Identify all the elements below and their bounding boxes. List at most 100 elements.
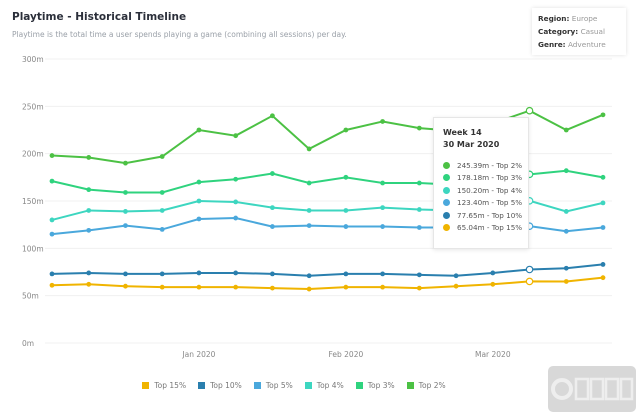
data-point [233, 270, 239, 276]
tooltip-rows: 245.39m - Top 2% 178.18m - Top 3% 150.20m … [434, 159, 528, 234]
tooltip-value: 65.04m - Top 15% [457, 223, 523, 233]
legend-item[interactable]: Top 15% [142, 381, 186, 390]
data-point [233, 199, 239, 205]
legend-item[interactable]: Top 4% [304, 381, 344, 390]
filter-value: Europe [571, 14, 598, 23]
tooltip-row: 178.18m - Top 3% [443, 172, 528, 185]
filter-region: Region: Europe [538, 12, 620, 25]
filter-label: Region: [538, 14, 570, 23]
data-point [233, 176, 239, 182]
data-point [86, 208, 92, 213]
data-point [416, 225, 422, 230]
data-point [453, 273, 459, 279]
data-point [196, 216, 202, 222]
data-point [86, 227, 92, 233]
data-point [196, 284, 202, 290]
data-point [49, 282, 55, 288]
y-tick-label: 200m [22, 150, 44, 159]
data-point [343, 284, 349, 290]
tooltip-value: 178.18m - Top 3% [457, 173, 523, 183]
legend-item[interactable]: Top 5% [253, 381, 293, 390]
data-point [49, 231, 55, 237]
data-point [563, 265, 569, 271]
data-point [49, 217, 55, 223]
filter-label: Genre: [538, 40, 566, 49]
y-tick-label: 250m [22, 102, 44, 111]
chart-subtitle: Playtime is the total time a user spends… [12, 30, 347, 39]
data-point [196, 179, 202, 185]
data-point [86, 155, 92, 160]
y-tick-label: 0m [22, 339, 34, 348]
data-point [306, 208, 312, 213]
y-tick-label: 100m [22, 244, 44, 253]
legend-swatch-icon [355, 382, 363, 389]
legend-swatch-icon [198, 382, 206, 389]
data-point [196, 270, 202, 276]
filter-value: Casual [580, 27, 606, 36]
filter-genre: Genre: Adventure [538, 38, 620, 51]
data-point [380, 205, 385, 211]
legend-item[interactable]: Top 3% [355, 381, 395, 390]
data-point [306, 146, 312, 152]
data-point [343, 224, 349, 229]
tooltip-row: 65.04m - Top 15% [443, 222, 528, 235]
data-point [490, 270, 496, 276]
series-dot-icon [443, 211, 450, 219]
data-point [380, 271, 385, 277]
filter-label: Category: [538, 27, 579, 36]
data-point [563, 279, 569, 284]
data-point [416, 272, 422, 278]
legend-label: Top 3% [367, 381, 395, 390]
data-point [343, 208, 349, 213]
data-point [270, 205, 275, 211]
tooltip-row: 123.40m - Top 5% [443, 197, 528, 210]
legend-item[interactable]: Top 10% [198, 381, 242, 390]
legend-label: Top 10% [210, 381, 242, 390]
filter-summary: Region: Europe Category: Casual Genre: A… [532, 8, 626, 55]
data-point [159, 271, 165, 277]
data-point [123, 283, 128, 289]
legend-label: Top 4% [316, 381, 344, 390]
data-point [86, 187, 92, 193]
data-point [233, 215, 239, 221]
data-point [600, 275, 606, 281]
data-point [270, 271, 275, 277]
legend-swatch-icon [406, 382, 414, 389]
data-point [196, 127, 202, 133]
filter-category: Category: Casual [538, 25, 620, 38]
data-point [270, 285, 275, 291]
data-point [159, 284, 165, 290]
data-point [270, 171, 275, 176]
data-point [416, 285, 422, 291]
data-point [600, 262, 606, 267]
series-dot-icon [443, 186, 450, 194]
data-point [600, 112, 606, 118]
data-point [343, 127, 349, 133]
series-dot-icon [443, 224, 450, 232]
legend-label: Top 5% [265, 381, 293, 390]
legend-swatch-icon [253, 382, 261, 389]
data-point [123, 271, 128, 277]
data-point [306, 180, 312, 186]
data-point [525, 265, 534, 274]
legend-label: Top 15% [154, 381, 187, 390]
data-point [416, 125, 422, 131]
data-point [343, 271, 349, 277]
data-point [380, 284, 385, 290]
chart-tooltip: Week 14 30 Mar 2020 245.39m - Top 2% 178.… [433, 117, 529, 249]
data-point [416, 180, 422, 186]
data-point [563, 127, 569, 133]
data-point [563, 168, 569, 174]
tooltip-row: 150.20m - Top 4% [443, 184, 528, 197]
data-point [159, 190, 165, 195]
data-point [600, 174, 606, 180]
chart-title: Playtime - Historical Timeline [12, 11, 187, 23]
data-point [380, 224, 385, 229]
legend-swatch-icon [304, 382, 312, 389]
y-tick-label: 150m [22, 197, 44, 206]
filter-value: Adventure [567, 40, 606, 49]
series-dot-icon [443, 199, 450, 207]
legend-item[interactable]: Top 2% [406, 381, 446, 390]
data-point [123, 190, 128, 195]
